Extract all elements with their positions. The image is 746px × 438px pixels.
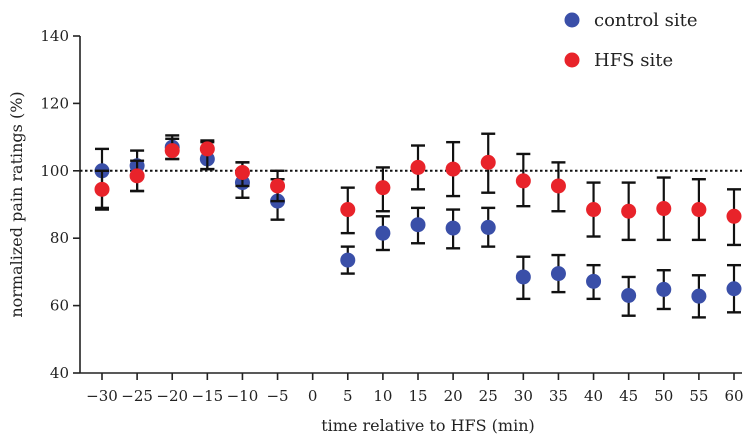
data-point-hfs-site: [550, 178, 566, 194]
y-tick-label: 40: [50, 364, 69, 382]
y-tick-label: 140: [40, 27, 69, 45]
legend-swatch-control-site: [564, 12, 580, 28]
x-tick-label: 30: [514, 387, 533, 405]
x-tick-label: −10: [227, 387, 259, 405]
data-point-control-site: [726, 281, 742, 297]
x-tick-label: 10: [373, 387, 392, 405]
legend-swatch-hfs-site: [564, 52, 580, 68]
data-point-hfs-site: [515, 173, 531, 189]
x-tick-label: 15: [408, 387, 427, 405]
axes: 40 60 80 100 120 140 −30 −25 −20 −15 −10 −5 0 5 10 15 2…: [40, 27, 743, 405]
data-point-hfs-site: [164, 143, 180, 159]
data-point-hfs-site: [340, 202, 356, 218]
data-point-hfs-site: [691, 202, 707, 218]
series-hfs-site: [94, 132, 742, 247]
data-point-hfs-site: [726, 208, 742, 224]
x-tick-label: 40: [584, 387, 603, 405]
data-point-control-site: [480, 219, 496, 235]
x-tick-label: −5: [266, 387, 288, 405]
x-tick-label: 60: [724, 387, 743, 405]
legend-label-control-site: control site: [594, 10, 698, 31]
data-point-control-site: [340, 252, 356, 268]
data-marks: [94, 132, 742, 319]
data-point-hfs-site: [410, 159, 426, 175]
data-point-hfs-site: [656, 201, 672, 217]
data-point-hfs-site: [621, 203, 637, 219]
x-tick-label: −25: [121, 387, 153, 405]
data-point-control-site: [691, 288, 707, 304]
x-axis-title: time relative to HFS (min): [321, 416, 535, 435]
x-tick-label: 20: [444, 387, 463, 405]
data-point-hfs-site: [445, 161, 461, 177]
data-point-hfs-site: [199, 141, 215, 157]
data-point-hfs-site: [234, 164, 250, 180]
data-point-hfs-site: [586, 202, 602, 218]
x-tick-label: −30: [86, 387, 118, 405]
data-point-control-site: [550, 266, 566, 282]
x-tick-label: 45: [619, 387, 638, 405]
y-tick-label: 100: [40, 162, 69, 180]
data-point-hfs-site: [129, 168, 145, 184]
x-tick-label: 50: [654, 387, 673, 405]
legend: control site HFS site: [564, 10, 698, 71]
legend-label-hfs-site: HFS site: [594, 50, 673, 71]
x-tick-label: −15: [192, 387, 224, 405]
data-point-control-site: [586, 273, 602, 289]
data-point-control-site: [656, 281, 672, 297]
x-tick-label: 5: [343, 387, 353, 405]
data-point-control-site: [515, 269, 531, 285]
data-point-hfs-site: [480, 154, 496, 170]
data-point-hfs-site: [375, 180, 391, 196]
data-point-control-site: [621, 287, 637, 303]
y-tick-label: 80: [50, 229, 69, 247]
x-tick-label: 0: [308, 387, 318, 405]
y-ticks: 40 60 80 100 120 140: [40, 27, 80, 382]
x-tick-label: 55: [689, 387, 708, 405]
data-point-control-site: [445, 220, 461, 236]
y-tick-label: 60: [50, 297, 69, 315]
y-axis-title: normalized pain ratings (%): [7, 91, 26, 317]
y-tick-label: 120: [40, 94, 69, 112]
x-tick-label: 35: [549, 387, 568, 405]
data-point-hfs-site: [270, 178, 286, 194]
x-ticks: −30 −25 −20 −15 −10 −5 0 5 10 15 20 25 30 35 40 45 50 55 6…: [86, 373, 744, 405]
data-point-control-site: [410, 217, 426, 233]
data-point-hfs-site: [94, 181, 110, 197]
data-point-control-site: [375, 225, 391, 241]
x-tick-label: −20: [156, 387, 188, 405]
x-tick-label: 25: [479, 387, 498, 405]
